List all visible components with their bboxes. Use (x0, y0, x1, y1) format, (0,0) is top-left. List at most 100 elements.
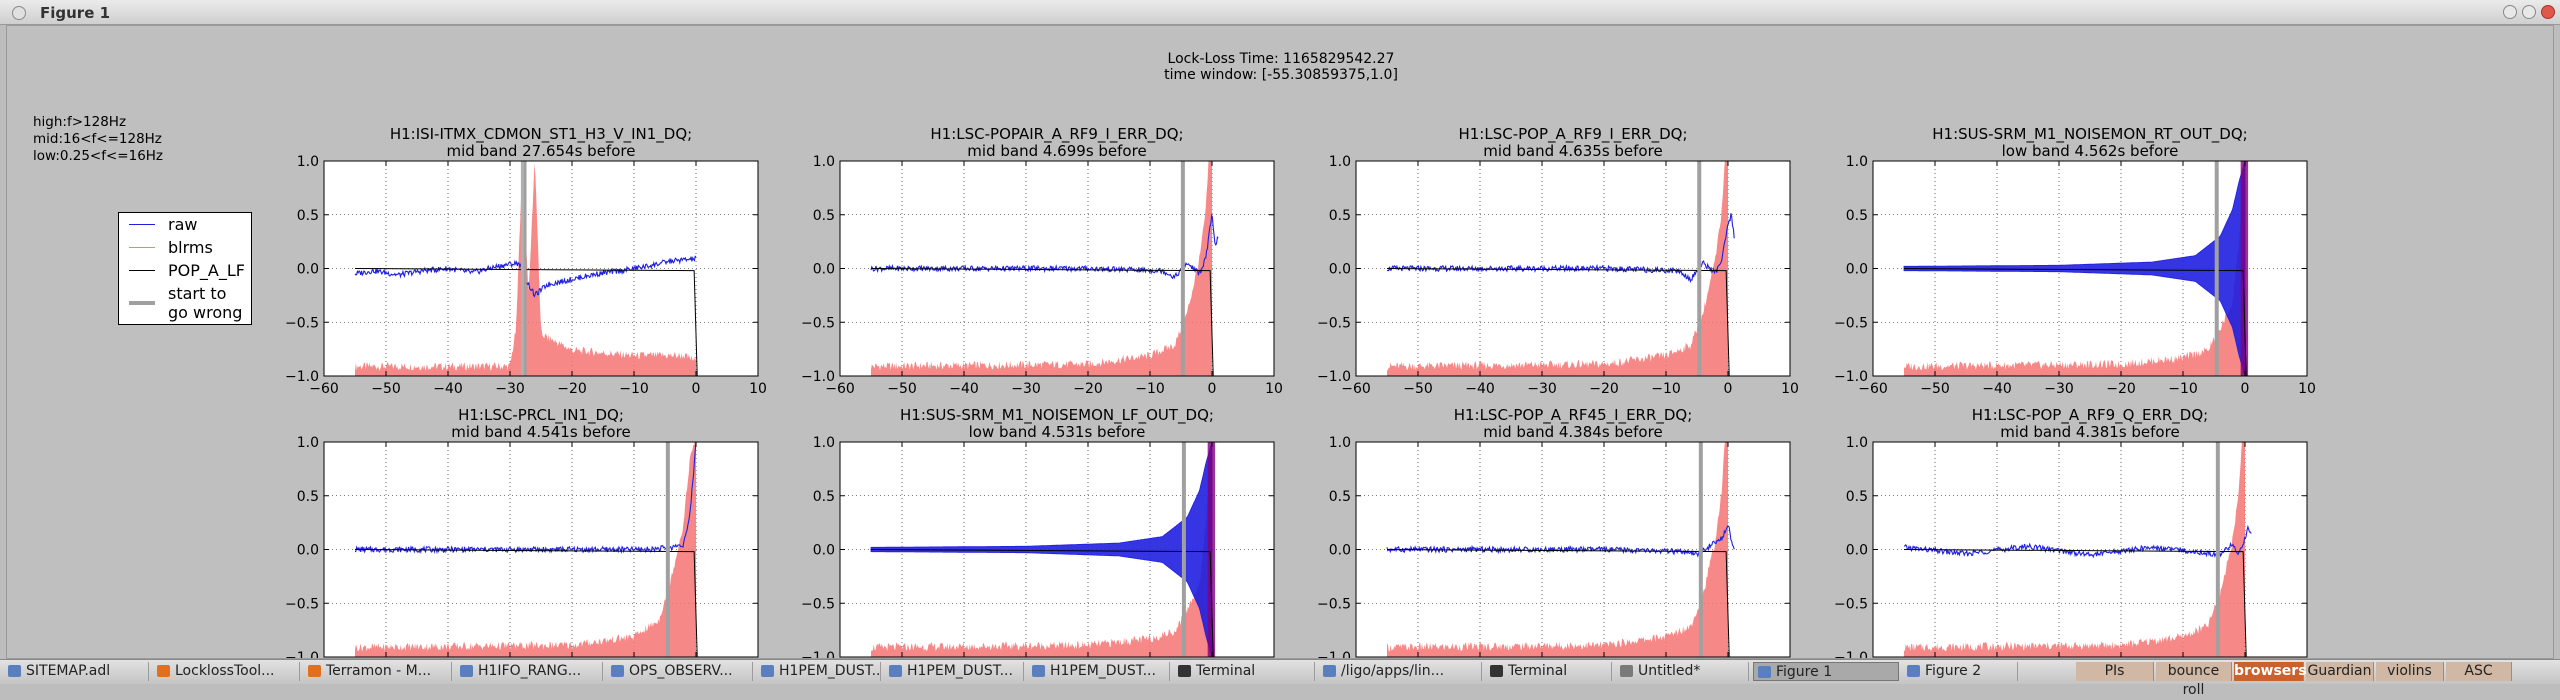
x-tick-label: −20 (1589, 381, 1619, 397)
medm-icon (761, 665, 774, 677)
plot-title-channel: H1:LSC-POP_A_RF45_I_ERR_DQ; (1453, 406, 1693, 424)
plot-title: H1:LSC-POP_A_RF45_I_ERR_DQ; mid band 4.38… (1296, 407, 1850, 441)
plot-4: −60 −50 −40 −30 −20 −10 0 10 −1.0 −0.5 0.0 0.5 1.0 (1834, 154, 2316, 397)
taskbar-item[interactable]: Figure 1 (1753, 662, 1899, 681)
plot-title-channel: H1:LSC-PRCL_IN1_DQ; (458, 406, 624, 424)
plot-area (840, 161, 1274, 376)
figure-icon (1907, 665, 1920, 677)
plot-title-channel: H1:LSC-POP_A_RF9_Q_ERR_DQ; (1971, 406, 2209, 424)
y-tick-label: 0.0 (1329, 543, 1351, 559)
workspace-button[interactable]: ASC (2446, 662, 2512, 681)
workspace-button[interactable]: violins (2376, 662, 2444, 681)
medm-icon (460, 665, 473, 677)
taskbar-item[interactable]: /ligo/apps/lin... (1319, 662, 1482, 681)
taskbar-item-label: H1IFO_RANG... (478, 663, 582, 679)
taskbar-item[interactable]: Terminal (1486, 662, 1612, 681)
raw-line (1386, 525, 1735, 558)
medm-icon (8, 665, 21, 677)
taskbar-item-label: SITEMAP.adl (26, 663, 111, 679)
y-tick-label: −0.5 (1317, 596, 1351, 612)
y-tick-label: 1.0 (1846, 435, 1868, 451)
plot-title-band: mid band 4.541s before (451, 423, 631, 441)
x-tick-label: −20 (557, 381, 587, 397)
window-titlebar: Figure 1 (0, 0, 2560, 25)
plot-area (1873, 442, 2307, 657)
y-tick-label: 0.5 (1329, 489, 1351, 505)
band-definitions: high:f>128Hz mid:16<f<=128Hz low:0.25<f<… (33, 114, 163, 165)
taskbar-item[interactable]: LocklossTool... (153, 662, 300, 681)
plot-area (1356, 442, 1790, 657)
plot-title-channel: H1:LSC-POPAIR_A_RF9_I_ERR_DQ; (930, 125, 1184, 143)
taskbar-item-label: Terminal (1196, 663, 1256, 679)
plot-area (840, 442, 1274, 657)
taskbar-item-label: /ligo/apps/lin... (1341, 663, 1445, 679)
workspace-button[interactable]: Guardian (2306, 662, 2374, 681)
plot-title: H1:LSC-POP_A_RF9_I_ERR_DQ; mid band 4.635… (1296, 126, 1850, 160)
x-tick-label: 0 (1724, 381, 1733, 397)
x-tick-label: −60 (1858, 381, 1888, 397)
plot-title-band: mid band 4.635s before (1483, 142, 1663, 160)
taskbar-item[interactable]: Figure 2 (1903, 662, 2018, 681)
window-menu-icon[interactable] (12, 6, 26, 20)
y-tick-label: −0.5 (285, 596, 319, 612)
y-tick-label: −1.0 (1317, 650, 1351, 659)
taskbar-item[interactable]: Terramon - M... (304, 662, 452, 681)
minimize-button[interactable] (2503, 5, 2517, 19)
plot-title-channel: H1:SUS-SRM_M1_NOISEMON_LF_OUT_DQ; (900, 406, 1214, 424)
x-tick-label: −40 (1982, 381, 2012, 397)
y-tick-label: 0.5 (1846, 208, 1868, 224)
y-tick-label: −1.0 (285, 650, 319, 659)
x-tick-label: −20 (1073, 381, 1103, 397)
x-tick-label: −10 (619, 381, 649, 397)
plot-title-channel: H1:LSC-POP_A_RF9_I_ERR_DQ; (1458, 125, 1688, 143)
taskbar-item[interactable]: H1PEM_DUST... (757, 662, 881, 681)
taskbar-item-label: Terminal (1508, 663, 1568, 679)
maximize-button[interactable] (2522, 5, 2536, 19)
legend-label-raw: raw (168, 215, 198, 234)
taskbar-item[interactable]: OPS_OBSERV... (607, 662, 753, 681)
y-tick-label: 1.0 (297, 154, 319, 170)
taskbar-item[interactable]: SITEMAP.adl (4, 662, 149, 681)
workspace-button[interactable]: PIs (2076, 662, 2154, 681)
taskbar-item[interactable]: H1PEM_DUST... (885, 662, 1024, 681)
y-tick-label: −1.0 (285, 369, 319, 385)
plot-title: H1:LSC-PRCL_IN1_DQ; mid band 4.541s befor… (264, 407, 818, 441)
plot-title: H1:LSC-POPAIR_A_RF9_I_ERR_DQ; mid band 4.… (780, 126, 1334, 160)
taskbar-item[interactable]: Terminal (1174, 662, 1315, 681)
plot-1: −60 −50 −40 −30 −20 −10 0 10 −1.0 −0.5 0.0 0.5 1.0 (285, 154, 767, 397)
y-tick-label: −1.0 (1834, 369, 1868, 385)
plot-3: −60 −50 −40 −30 −20 −10 0 10 −1.0 −0.5 0.0 0.5 1.0 (1317, 154, 1799, 397)
x-tick-label: 0 (1208, 381, 1217, 397)
taskbar-item[interactable]: Untitled* (1616, 662, 1749, 681)
x-tick-label: −30 (1011, 381, 1041, 397)
x-tick-label: −10 (1651, 381, 1681, 397)
plot-area (1356, 161, 1790, 376)
y-tick-label: −1.0 (801, 369, 835, 385)
blrms-area (1904, 442, 2245, 657)
band-high: high:f>128Hz (33, 114, 127, 130)
blrms-area (1387, 442, 1728, 657)
overlap-band (2240, 161, 2249, 376)
plot-title-band: mid band 4.699s before (967, 142, 1147, 160)
firefox-icon (157, 665, 170, 677)
y-tick-label: 0.0 (813, 543, 835, 559)
band-low: low:0.25<f<=16Hz (33, 148, 164, 164)
taskbar-item[interactable]: H1PEM_DUST... (1028, 662, 1170, 681)
close-button[interactable] (2541, 5, 2555, 19)
plot-title-band: low band 4.531s before (968, 423, 1146, 441)
taskbar-item[interactable]: H1IFO_RANG... (456, 662, 603, 681)
x-tick-label: −20 (2106, 381, 2136, 397)
plot-area (1873, 161, 2307, 376)
plot-title-band: low band 4.562s before (2001, 142, 2179, 160)
y-tick-label: −0.5 (801, 596, 835, 612)
medm-icon (889, 665, 902, 677)
y-tick-label: 1.0 (813, 435, 835, 451)
x-tick-label: −40 (949, 381, 979, 397)
x-tick-label: 10 (2298, 381, 2316, 397)
y-tick-label: 0.5 (297, 208, 319, 224)
plot-title-channel: H1:ISI-ITMX_CDMON_ST1_H3_V_IN1_DQ; (389, 125, 693, 143)
pop-a-lf-line (870, 268, 1214, 376)
workspace-button[interactable]: bounce roll (2156, 662, 2232, 698)
workspace-button[interactable]: browsers (2234, 662, 2307, 681)
